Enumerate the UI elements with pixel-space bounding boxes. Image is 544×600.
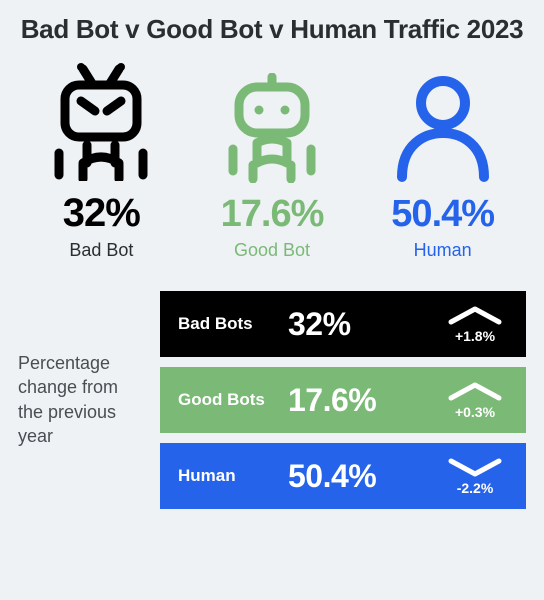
change-card-human-change: -2.2% [438,456,512,496]
chevron-down-icon [447,456,503,478]
infographic-root: Bad Bot v Good Bot v Human Traffic 2023 [0,0,544,519]
change-card-human-label: Human [178,466,288,486]
change-card-good-value: 17.6% [288,382,438,419]
change-card-human: Human 50.4% -2.2% [160,443,526,509]
bad-bot-icon [41,63,161,181]
change-card-bad-label: Bad Bots [178,314,288,334]
top-stats-row: 32% Bad Bot [18,63,526,261]
change-card-bad: Bad Bots 32% +1.8% [160,291,526,357]
change-card-good-change: +0.3% [438,380,512,420]
change-card-human-delta: -2.2% [457,480,494,496]
change-card-human-value: 50.4% [288,458,438,495]
change-card-good: Good Bots 17.6% +0.3% [160,367,526,433]
stat-bad-bot-label: Bad Bot [69,240,133,261]
stat-good-bot-percent: 17.6% [221,193,324,236]
stat-good-bot: 17.6% Good Bot [191,65,354,261]
change-cards: Bad Bots 32% +1.8% Good Bots 17.6% +0.3% [160,291,526,509]
chevron-up-icon [447,304,503,326]
change-card-good-label: Good Bots [178,390,288,410]
human-icon [388,65,498,183]
stat-human-label: Human [414,240,472,261]
change-card-good-delta: +0.3% [455,404,495,420]
stat-human: 50.4% Human [361,65,524,261]
good-bot-icon [217,65,327,183]
stat-bad-bot: 32% Bad Bot [20,63,183,261]
change-card-bad-delta: +1.8% [455,328,495,344]
change-card-bad-value: 32% [288,306,438,343]
change-card-bad-change: +1.8% [438,304,512,344]
change-section-label: Percentage change from the previous year [18,291,148,509]
stat-bad-bot-percent: 32% [63,191,140,236]
stat-good-bot-label: Good Bot [234,240,310,261]
page-title: Bad Bot v Good Bot v Human Traffic 2023 [18,14,526,45]
stat-human-percent: 50.4% [391,193,494,236]
chevron-up-icon [447,380,503,402]
change-section: Percentage change from the previous year… [18,291,526,509]
